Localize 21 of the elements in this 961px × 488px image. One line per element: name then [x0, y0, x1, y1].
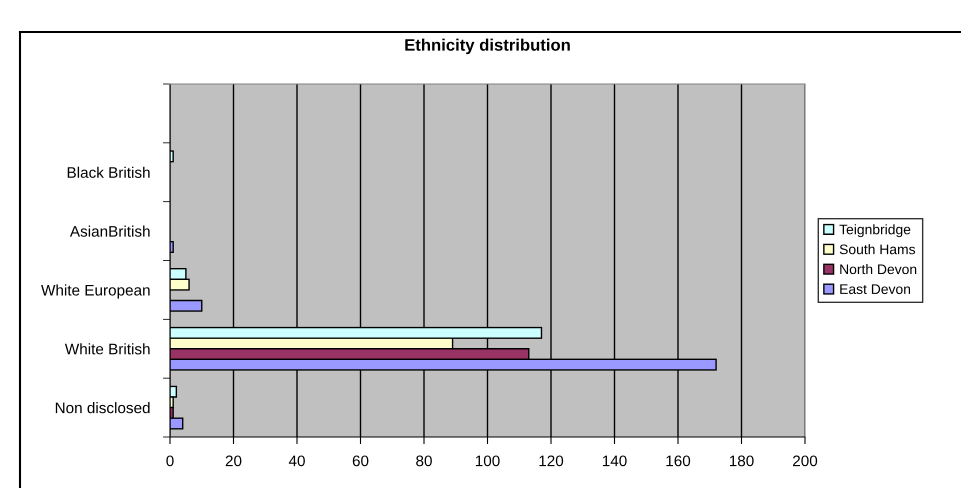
x-tick-label: 200	[793, 455, 818, 466]
x-tick-label: 80	[416, 455, 432, 466]
y-tick-label: White European	[41, 284, 150, 299]
legend-label: East Devon	[840, 284, 910, 294]
x-tick-label: 60	[352, 455, 368, 466]
y-tick-label: AsianBritish	[70, 226, 150, 237]
y-tick-label: White British	[64, 343, 150, 354]
x-tick-label: 120	[539, 455, 564, 466]
y-tick-label: Non disclosed	[56, 402, 150, 414]
legend-label: South Hams	[840, 244, 916, 254]
x-tick-label: 20	[226, 455, 242, 466]
x-tick-label: 0	[166, 455, 174, 466]
legend-label: Teignbridge	[839, 224, 910, 238]
x-tick-label: 180	[730, 455, 754, 466]
y-tick-label: Black British	[68, 166, 150, 178]
legend-label: North Devon	[840, 264, 916, 274]
x-tick-label: 160	[666, 455, 690, 466]
x-tick-label: 40	[288, 455, 305, 466]
x-tick-label: 140	[602, 455, 627, 466]
chart-title: Ethnicity distribution	[405, 38, 570, 54]
x-tick-label: 100	[476, 455, 500, 466]
